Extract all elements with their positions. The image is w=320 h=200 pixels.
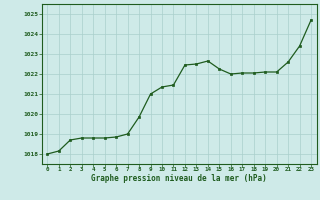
- X-axis label: Graphe pression niveau de la mer (hPa): Graphe pression niveau de la mer (hPa): [91, 174, 267, 183]
